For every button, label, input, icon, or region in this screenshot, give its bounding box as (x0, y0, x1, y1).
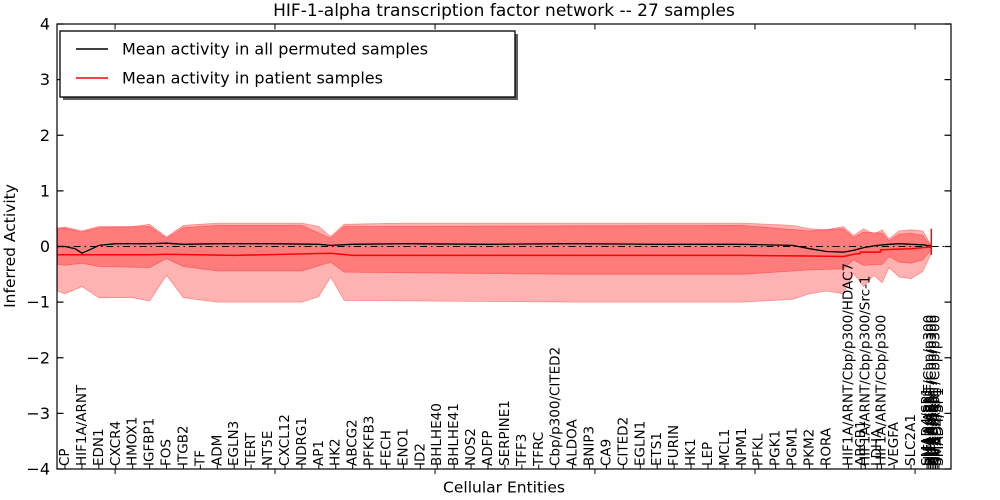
x-tick-label: NDRG1 (294, 417, 310, 466)
x-tick-label: CXCL12 (277, 414, 293, 466)
x-tick-label: HIF1A/ARNT/Cbp/p300/Src-1 (857, 276, 873, 466)
x-axis-label: Cellular Entities (443, 479, 565, 497)
x-tick-label: EGLN3 (226, 421, 242, 466)
x-tick-label: HIF1A/ARNT (74, 384, 90, 466)
x-tick-label: CP (57, 448, 73, 466)
x-tick-label: PFKL (751, 433, 767, 466)
x-tick-label: PFKFB3 (362, 416, 378, 466)
x-tick-label: ALDOA (565, 418, 581, 466)
x-tick-label: FOS (159, 439, 175, 466)
x-tick-label: HIF1A/ARNT/Cbp/p300/HDAC7 (840, 263, 856, 466)
y-tick-label: −3 (26, 404, 50, 423)
y-tick-label: 3 (40, 70, 50, 89)
x-tick-label: PGK1 (768, 430, 784, 466)
x-tick-label: IGFBP1 (142, 418, 158, 466)
x-tick-labels: CP HIF1A/ARNT EDN1 CXCR4 HMOX1 IGFBP1 FOS ITGB2… (57, 263, 947, 467)
x-tick-label: ITGB2 (175, 425, 191, 466)
x-tick-label: SLC2A1 (903, 414, 919, 466)
x-tick-label: ABCG2 (345, 419, 361, 466)
x-tick-label: ADFP (480, 430, 496, 466)
x-tick-label: HK2 (328, 438, 344, 466)
x-tick-label: TERT (243, 432, 259, 467)
x-tick-label: FURIN (666, 425, 682, 466)
x-tick-label: HK1 (683, 438, 699, 466)
y-tick-labels: 4 3 2 1 0 −1 −2 −3 −4 (26, 15, 50, 479)
x-tick-label: HIF1A/ARNT/Cbp/p300 (924, 315, 940, 466)
x-tick-label: EGLN1 (632, 421, 648, 466)
x-tick-label: NOS2 (463, 428, 479, 466)
x-tick-label: ADM (209, 435, 225, 466)
x-tick-label: VEGFA (886, 421, 902, 466)
y-tick-label: 0 (40, 237, 50, 256)
x-tick-label: ENO1 (395, 428, 411, 466)
x-tick-label: TF (192, 450, 208, 467)
y-axis-label: Inferred Activity (1, 184, 19, 308)
y-tick-label: 2 (40, 126, 50, 145)
x-tick-label: SMAD4/SP1 (923, 388, 939, 466)
y-tick-label: 4 (40, 15, 50, 34)
series-line-patient (57, 246, 932, 258)
inner-confidence-band (57, 224, 932, 275)
x-tick-label: BHLHE40 (429, 403, 445, 466)
x-tick-label: SMAD4/SP1 (929, 388, 945, 466)
x-tick-label: HIF1A/ARNT/Cbp/p300 (928, 315, 944, 466)
x-tick-label: EDN1 (91, 428, 107, 466)
x-tick-label: LEP (700, 442, 716, 466)
x-tick-label: FECH (379, 430, 395, 466)
x-tick-label: HIF1A/ARNT/Cbp/p300 (873, 315, 889, 466)
confidence-bands (57, 222, 932, 303)
x-tick-label: CITED2 (615, 417, 631, 466)
y-tick-label: −2 (26, 348, 50, 367)
x-tick-label: NT5E (260, 431, 276, 466)
legend: Mean activity in all permuted samples Me… (59, 30, 518, 100)
series-line-permuted (57, 242, 932, 254)
x-tick-label: SMAD4/SP1 (926, 388, 942, 466)
x-tick-label: PKM2 (802, 429, 818, 466)
x-tick-label: HMOX1 (125, 417, 141, 466)
x-tick-label: LDHA (869, 428, 885, 466)
x-tick-label: NPM1 (734, 428, 750, 466)
x-tick-label: AP1 (311, 440, 327, 466)
x-tick-label: HIF1A/ARNT/Cbp/p300 (921, 315, 937, 466)
x-tick-label: PGM1 (785, 427, 801, 466)
legend-box (59, 30, 516, 98)
legend-entry-permuted: Mean activity in all permuted samples (122, 40, 428, 59)
x-tick-label: TFF3 (514, 434, 530, 467)
x-tick-label: ETS1 (649, 432, 665, 466)
x-tick-label: BHLHE41 (446, 403, 462, 466)
x-tick-label: SMAD4/SP1 (919, 388, 935, 466)
x-tick-label: SMAD4/SP1 (931, 388, 947, 466)
x-tick-label: Cbp/p300/CITED2 (548, 347, 564, 466)
x-tick-label: CXCR4 (108, 421, 124, 466)
x-tick-label: ABCB1 (853, 420, 869, 466)
x-tick-label: CA9 (598, 439, 614, 466)
x-tick-label: ID2 (412, 443, 428, 466)
x-tick-label: SERPINE1 (497, 400, 513, 466)
series-lines (57, 228, 933, 258)
legend-entry-patient: Mean activity in patient samples (122, 69, 383, 88)
x-tick-label: RORA (818, 427, 834, 466)
x-tick-label: MCL1 (717, 429, 733, 466)
plot-border (56, 23, 952, 470)
y-tick-label: −4 (26, 460, 50, 479)
x-tick-label: BNIP3 (582, 426, 598, 466)
y-tick-label: −1 (26, 293, 50, 312)
chart-title: HIF-1-alpha transcription factor network… (273, 1, 735, 21)
x-tick-label: TFRC (531, 432, 547, 467)
y-tick-label: 1 (40, 181, 50, 200)
